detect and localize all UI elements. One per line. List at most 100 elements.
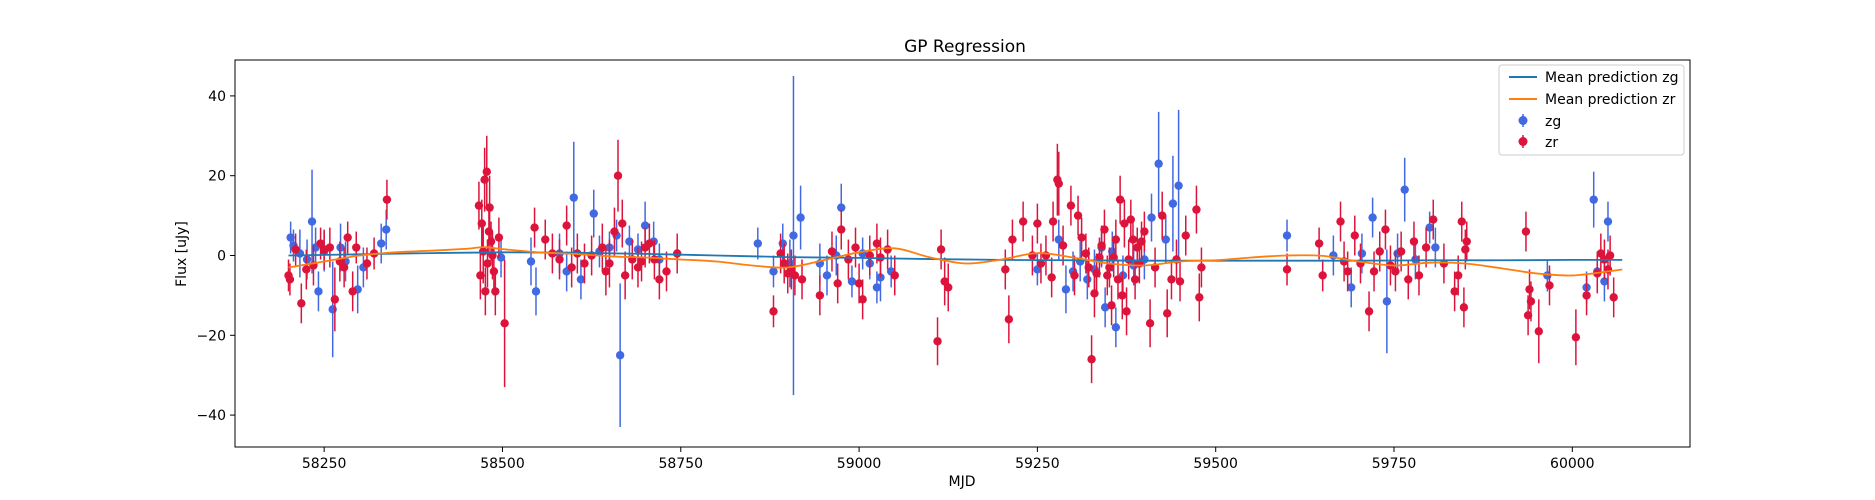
mean-prediction-zr-line	[288, 246, 1623, 277]
data-point-zr	[1453, 271, 1463, 280]
data-point-zr	[530, 223, 539, 232]
data-point-zr	[285, 275, 295, 284]
data-point-zr	[1409, 237, 1419, 246]
data-point-zg	[1357, 249, 1367, 258]
x-tick-label: 58250	[302, 456, 347, 472]
data-point-zr	[555, 255, 564, 264]
data-point-zg	[1600, 277, 1609, 286]
data-point-zr	[858, 295, 867, 304]
data-point-zr	[1404, 275, 1413, 284]
data-point-zr	[1343, 267, 1352, 276]
data-point-zg	[1368, 213, 1377, 222]
line-layer	[288, 246, 1623, 277]
mean-prediction-zg-line	[288, 251, 1623, 262]
data-point-zr	[1008, 235, 1017, 244]
data-point-zr	[1004, 315, 1014, 324]
data-point-zr	[382, 195, 392, 204]
x-tick-label: 60000	[1550, 456, 1595, 472]
data-point-zr	[474, 201, 484, 210]
data-point-zr	[483, 259, 492, 268]
data-point-zr	[637, 257, 646, 266]
data-point-zr	[1571, 333, 1581, 342]
data-point-zg	[796, 213, 805, 222]
data-point-zr	[650, 255, 659, 264]
data-point-zr	[1350, 231, 1359, 240]
data-point-zr	[1054, 179, 1063, 188]
data-point-zr	[797, 275, 807, 284]
data-point-zr	[1001, 265, 1010, 274]
data-point-zr	[1047, 273, 1056, 282]
data-point-zr	[1115, 195, 1125, 204]
legend: Mean prediction zg Mean prediction zr zg…	[1498, 64, 1685, 156]
data-point-zg	[1174, 181, 1183, 190]
data-point-zr	[330, 295, 340, 304]
data-point-zr	[936, 245, 946, 254]
data-point-zr	[1181, 231, 1190, 240]
x-tick-label: 59500	[1193, 456, 1238, 472]
data-point-zr	[482, 167, 491, 176]
y-axis: −40 −20 0 20 40	[196, 89, 235, 424]
data-point-zg	[307, 217, 317, 226]
data-point-zr	[815, 291, 825, 300]
data-point-zr	[1195, 293, 1204, 302]
data-point-zr	[1162, 309, 1172, 318]
data-point-zr	[1140, 227, 1149, 236]
data-point-zr	[618, 219, 627, 228]
data-point-zr	[854, 279, 864, 288]
y-axis-label: Flux [uJy]	[174, 221, 190, 287]
data-point-zr	[1545, 281, 1554, 290]
data-point-zg	[822, 271, 832, 280]
data-point-zg	[1431, 243, 1440, 252]
series-layer	[284, 75, 1618, 428]
data-point-zr	[1073, 211, 1083, 220]
data-point-zg	[769, 267, 778, 276]
data-point-zr	[1105, 263, 1114, 272]
data-point-zr	[790, 271, 800, 280]
data-point-zr	[343, 233, 352, 242]
data-point-zr	[662, 267, 671, 276]
data-point-zr	[613, 171, 623, 180]
data-point-zr	[844, 255, 853, 264]
data-point-zr	[1077, 233, 1086, 242]
data-point-zr	[1107, 301, 1116, 310]
data-point-zr	[776, 249, 785, 258]
data-point-zg	[1168, 199, 1178, 208]
data-point-zr	[610, 227, 619, 236]
data-point-zg	[569, 193, 578, 202]
data-point-zr	[833, 279, 842, 288]
data-point-zg	[531, 287, 541, 296]
data-point-zr	[1381, 225, 1390, 234]
data-point-zr	[476, 271, 485, 280]
data-point-zr	[645, 239, 654, 248]
data-point-zr	[348, 287, 357, 296]
data-point-zr	[1582, 291, 1591, 300]
data-point-zg	[1589, 195, 1598, 204]
data-point-zr	[851, 243, 860, 252]
data-point-zg	[1111, 323, 1121, 332]
data-point-zg	[589, 209, 598, 218]
data-point-zr	[1167, 275, 1176, 284]
data-point-zr	[1100, 225, 1109, 234]
data-point-zr	[1461, 245, 1470, 254]
data-point-zg	[1425, 223, 1434, 232]
data-point-zg	[1100, 303, 1110, 312]
data-point-zr	[485, 203, 494, 212]
data-point-zr	[1130, 275, 1140, 284]
data-point-zr	[1097, 241, 1106, 250]
data-point-zg	[625, 237, 634, 246]
data-point-zr	[673, 249, 682, 258]
data-point-zr	[837, 225, 846, 234]
y-tick-label: 0	[217, 248, 226, 264]
data-point-zr	[297, 299, 306, 308]
data-point-zr	[1036, 259, 1046, 268]
data-point-zr	[1175, 277, 1185, 286]
data-point-zr	[1084, 263, 1093, 272]
legend-zg-line-label: Mean prediction zg	[1545, 70, 1679, 86]
data-point-zr	[779, 259, 789, 268]
data-point-zr	[1048, 217, 1058, 226]
data-point-zr	[1018, 217, 1028, 226]
data-point-zg	[377, 239, 386, 248]
data-point-zg	[1347, 283, 1356, 292]
series-zg	[286, 75, 1613, 428]
